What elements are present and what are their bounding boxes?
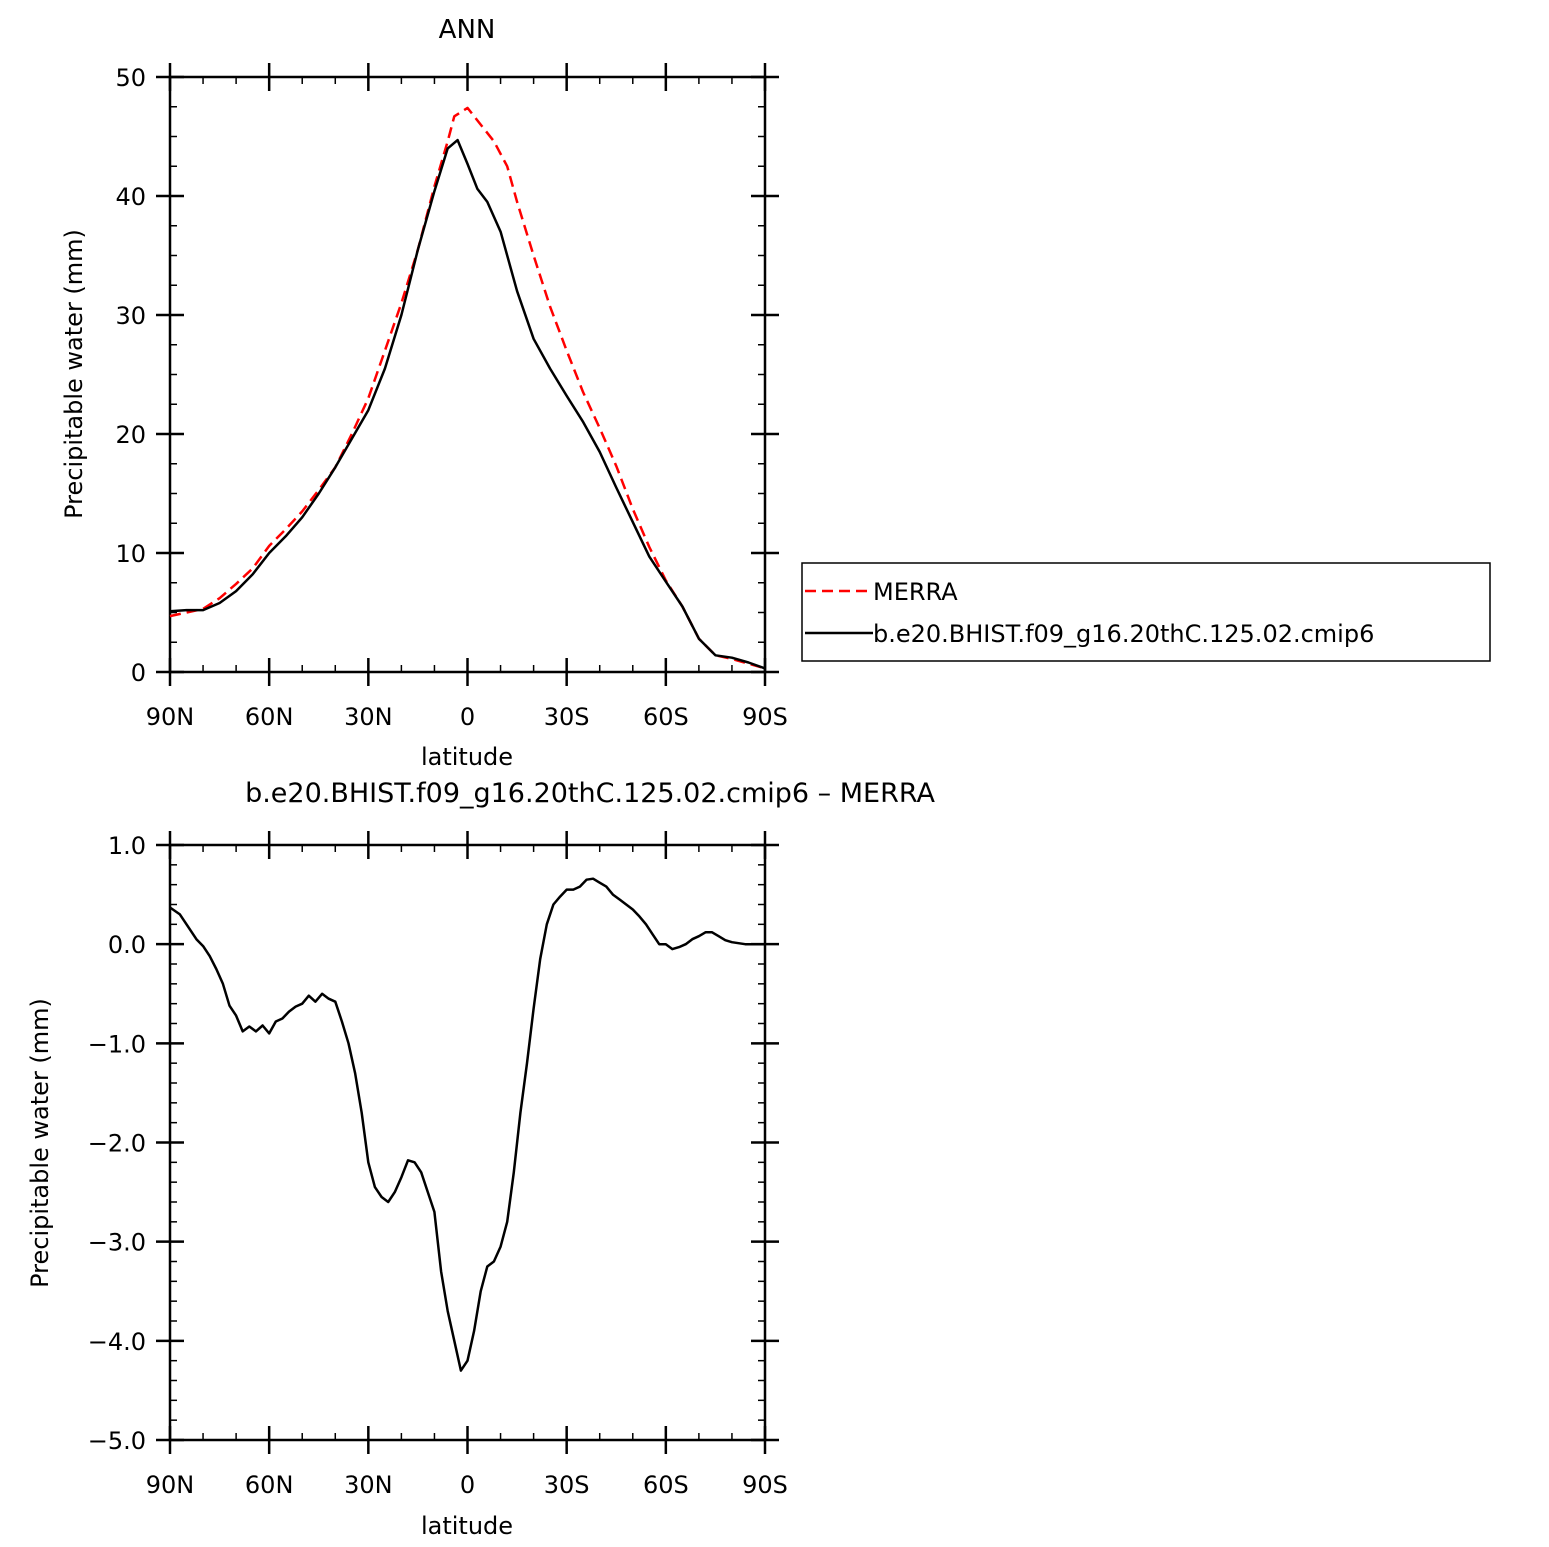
legend: MERRA b.e20.BHIST.f09_g16.20thC.125.02.c…	[801, 562, 1491, 662]
y-tick-label: 1.0	[108, 832, 146, 860]
y-tick-label: 50	[115, 64, 146, 92]
top-panel-x-axis-label: latitude	[421, 743, 513, 771]
x-tick-label: 90N	[146, 1471, 195, 1499]
x-tick-label: 60S	[643, 1471, 689, 1499]
top-panel-zonal-mean: ANN latitude Precipitable water (mm) 0 10…	[60, 15, 788, 771]
y-tick-label: −3.0	[88, 1229, 146, 1257]
x-tick-label: 30N	[344, 703, 393, 731]
series-line-0	[169, 106, 766, 670]
bottom-panel-difference: b.e20.BHIST.f09_g16.20thC.125.02.cmip6 –…	[26, 778, 936, 1540]
bottom-panel-x-axis-label: latitude	[421, 1512, 513, 1540]
top-panel-y-axis-label: Precipitable water (mm)	[60, 229, 88, 519]
x-tick-label: 60N	[245, 1471, 294, 1499]
x-tick-label: 90S	[742, 1471, 788, 1499]
y-tick-label: −2.0	[88, 1130, 146, 1158]
series-line-0	[169, 877, 765, 1372]
bottom-panel-series-lines	[169, 877, 765, 1372]
legend-label-model: b.e20.BHIST.f09_g16.20thC.125.02.cmip6	[873, 620, 1374, 648]
bottom-panel-y-axis-label: Precipitable water (mm)	[26, 998, 54, 1288]
x-tick-label: 30N	[344, 1471, 393, 1499]
x-tick-label: 0	[460, 1471, 475, 1499]
y-tick-label: −4.0	[88, 1328, 146, 1356]
legend-label-merra: MERRA	[873, 578, 958, 606]
legend-box	[801, 562, 1491, 662]
top-panel-axes: 0 10 20 30 40 50 90N 60N 30N 0 30S 60S 90S	[115, 63, 788, 731]
x-tick-label: 30S	[544, 1471, 590, 1499]
y-tick-label: −1.0	[88, 1030, 146, 1058]
bottom-panel-title: b.e20.BHIST.f09_g16.20thC.125.02.cmip6 –…	[245, 778, 935, 809]
x-tick-label: 60N	[245, 703, 294, 731]
x-tick-label: 90S	[742, 703, 788, 731]
series-line-1	[169, 138, 766, 670]
y-tick-label: 10	[115, 540, 146, 568]
plot-frame	[168, 843, 767, 1442]
y-tick-label: 40	[115, 183, 146, 211]
x-tick-label: 60S	[643, 703, 689, 731]
x-tick-label: 30S	[544, 703, 590, 731]
y-tick-label: 20	[115, 421, 146, 449]
y-tick-label: 30	[115, 302, 146, 330]
y-tick-label: 0.0	[108, 931, 146, 959]
x-tick-label: 0	[460, 703, 475, 731]
top-panel-title: ANN	[439, 15, 496, 45]
top-panel-series-lines	[169, 106, 766, 670]
x-tick-label: 90N	[146, 703, 195, 731]
y-tick-label: −5.0	[88, 1427, 146, 1455]
y-tick-label: 0	[131, 659, 146, 687]
